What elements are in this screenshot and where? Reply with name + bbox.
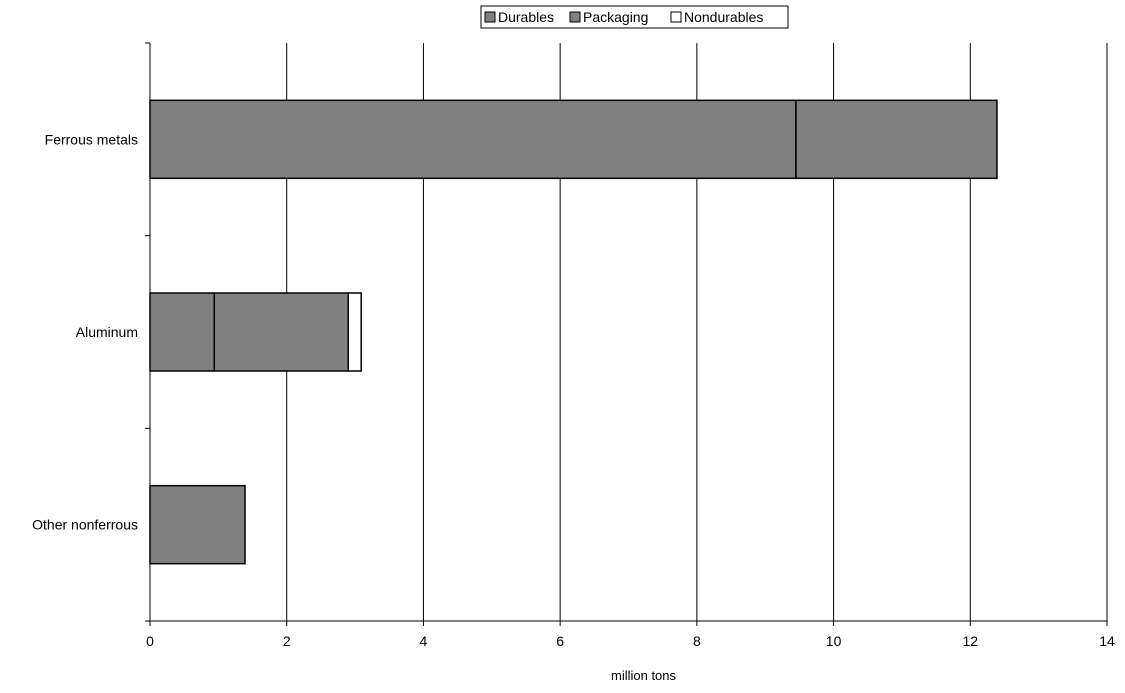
legend-swatch-packaging [569,11,581,23]
bar-other-nonferrous-durables [149,484,246,565]
labels: 0 2 4 6 8 10 12 14 Ferrous metals Aluminum Other n… [32,131,1115,683]
x-tick-label-14: 14 [1099,633,1115,649]
legend-swatch-nondurables [670,11,682,23]
category-label-ferrous-metals: Ferrous metals [45,131,138,147]
x-tick-label-0: 0 [146,633,154,649]
category-label-aluminum: Aluminum [76,324,138,340]
legend-label-durables: Durables [498,9,554,25]
bar-ferrous-metals-packaging [795,99,998,180]
x-tick-label-4: 4 [420,633,428,649]
legend: Durables Packaging Nondurables [480,5,789,29]
x-tick-label-8: 8 [693,633,701,649]
x-axis-title: million tons [611,668,677,683]
legend-swatch-durables [484,11,496,23]
legend-box [480,5,789,29]
category-label-other-nonferrous: Other nonferrous [32,517,138,533]
bars [149,99,998,565]
axes [145,42,1108,626]
bar-aluminum-nondurables [347,292,362,372]
x-tick-label-2: 2 [283,633,291,649]
x-tick-label-10: 10 [826,633,842,649]
legend-label-packaging: Packaging [583,9,648,25]
x-tick-label-6: 6 [556,633,564,649]
bar-aluminum-packaging [213,292,349,372]
legend-label-nondurables: Nondurables [684,9,763,25]
bar-ferrous-metals-durables [149,99,797,180]
bar-aluminum-durables [149,292,216,372]
x-tick-label-12: 12 [962,633,978,649]
